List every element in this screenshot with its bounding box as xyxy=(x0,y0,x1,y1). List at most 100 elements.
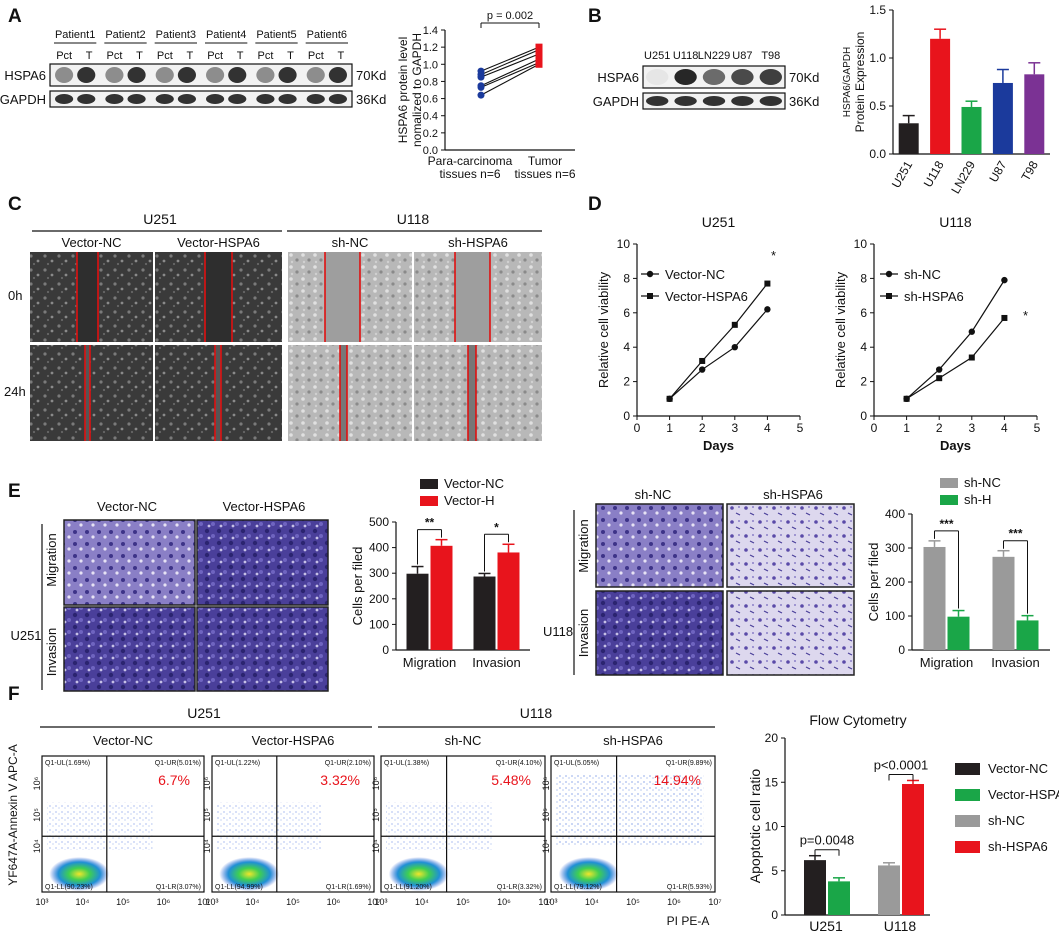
e-cond-label: sh-NC xyxy=(635,487,672,502)
d-title: U118 xyxy=(939,214,972,230)
blot-band xyxy=(177,67,197,83)
f-group-label: U118 xyxy=(520,705,553,721)
d-3-y-tick-label: 4 xyxy=(860,340,867,354)
c-time-label: 24h xyxy=(4,384,26,399)
d-point-circle xyxy=(968,328,975,335)
e-micrograph xyxy=(63,606,196,692)
b-bar-LN229 xyxy=(961,106,982,154)
d-point-circle xyxy=(764,306,771,313)
c-wound-gap xyxy=(85,345,90,441)
f-condition-label: Vector-HSPA6 xyxy=(252,733,335,748)
blot-band xyxy=(278,67,297,83)
blot-size-label: 36Kd xyxy=(789,94,819,109)
e-4-y-tick-label: 0 xyxy=(382,643,389,657)
e-x-category: Invasion xyxy=(472,655,520,670)
f-quadrant-ul: Q1-UL(1.38%) xyxy=(384,760,429,767)
blot-size-label: 70Kd xyxy=(789,70,819,85)
lane-label-pct: Pct xyxy=(308,50,324,62)
f-bar-y-tick-label: 5 xyxy=(771,864,778,878)
paired-point-tumor xyxy=(535,46,543,54)
paired-link xyxy=(480,58,540,87)
blot-band xyxy=(105,94,124,104)
d-legend-marker xyxy=(886,293,892,299)
e-bar-Vector-NC xyxy=(406,573,429,650)
a-paired-y-tick-label: 1.4 xyxy=(423,25,438,37)
d-significance: * xyxy=(1023,308,1028,323)
b-lane-label: T98 xyxy=(761,50,780,62)
f-quadrant-ur: Q1-UR(4.10%) xyxy=(496,760,542,767)
f-quadrant-ur: Q1-UR(5.01%) xyxy=(155,760,201,767)
e-micrograph xyxy=(595,503,724,588)
blot-band xyxy=(77,94,96,104)
e-legend-swatch xyxy=(940,478,958,488)
d-x-tick-label: 0 xyxy=(634,421,641,435)
d-point-circle xyxy=(1001,276,1008,284)
c-time-label: 0h xyxy=(8,288,22,303)
d-point-square xyxy=(764,280,771,287)
e-bar-Vector-H xyxy=(430,545,453,650)
blot-band xyxy=(228,67,247,83)
a-paired-y-tick-label: 0.2 xyxy=(423,128,438,140)
f-x-category: U251 xyxy=(809,918,843,934)
c-group-label: U118 xyxy=(397,211,430,227)
blot-row-label: HSPA6 xyxy=(4,68,46,83)
paired-point-tumor xyxy=(535,60,543,68)
blot-band xyxy=(55,94,74,104)
d-3-y-tick-label: 2 xyxy=(860,375,867,389)
f-y-tick-label: 10⁴ xyxy=(32,839,42,853)
d-x-tick-label: 1 xyxy=(666,421,673,435)
f-bar-y-tick-label: 0 xyxy=(771,908,778,922)
e-legend-swatch xyxy=(420,496,438,506)
f-x-tick-label: 10³ xyxy=(205,897,218,907)
a-x-category: Tumor xyxy=(528,154,562,168)
f-x-tick-label: 10⁶ xyxy=(157,897,171,907)
a-paired-y-tick-label: 0.4 xyxy=(423,111,438,123)
lane-label-t: T xyxy=(136,50,143,62)
d-point-square xyxy=(731,321,738,328)
f-legend-swatch xyxy=(955,789,980,801)
c-condition-label: sh-NC xyxy=(332,235,369,250)
f-apoptotic-total: 14.94% xyxy=(654,772,701,788)
d-2-y-tick-label: 0 xyxy=(623,409,630,423)
e-legend-label: Vector-H xyxy=(444,493,495,508)
f-quadrant-ul: Q1-UL(1.69%) xyxy=(45,760,90,767)
b-bar-T98 xyxy=(1024,74,1045,154)
d-point-square xyxy=(699,357,706,364)
d-legend-marker xyxy=(885,270,893,278)
e-significance: *** xyxy=(939,517,953,531)
f-density-core xyxy=(219,857,280,891)
f-x-tick-label: 10³ xyxy=(544,897,557,907)
f-legend-label: Vector-NC xyxy=(988,761,1048,776)
blot-band xyxy=(646,96,669,106)
f-x-tick-label: 10⁴ xyxy=(585,897,599,907)
f-y-tick-label: 10⁴ xyxy=(371,839,381,853)
c-condition-label: sh-HSPA6 xyxy=(448,235,508,250)
d-ylabel: Relative cell viability xyxy=(596,271,611,388)
f-x-tick-label: 10³ xyxy=(374,897,387,907)
d-point-circle xyxy=(936,366,943,373)
b-ylabel: HSPA6/GAPDH xyxy=(842,47,853,117)
blot-strip xyxy=(49,63,353,87)
d-x-tick-label: 0 xyxy=(871,421,878,435)
e-4-y-tick-label: 500 xyxy=(369,515,389,529)
blot-band xyxy=(731,96,754,106)
f-legend-label: Vector-HSPA6 xyxy=(988,787,1059,802)
blot-band xyxy=(228,94,247,104)
panel-letter-E: E xyxy=(8,481,21,502)
f-scatter-dots xyxy=(386,802,493,850)
f-density-core xyxy=(558,857,619,891)
c-wound-gap xyxy=(205,252,232,342)
f-y-tick-label: 10⁵ xyxy=(541,808,551,822)
blot-band xyxy=(759,69,782,85)
blot-band xyxy=(177,94,197,104)
b-x-category: U118 xyxy=(921,158,947,189)
e-row-label: Invasion xyxy=(44,628,59,676)
d-2-y-tick-label: 2 xyxy=(623,375,630,389)
lane-label-t: T xyxy=(287,50,294,62)
f-quadrant-ll: Q1-LL(90.23%) xyxy=(45,884,93,891)
paired-link xyxy=(480,62,540,88)
e-legend-label: sh-H xyxy=(964,492,991,507)
f-x-tick-label: 10⁶ xyxy=(667,897,681,907)
f-x-tick-label: 10⁷ xyxy=(538,897,551,907)
